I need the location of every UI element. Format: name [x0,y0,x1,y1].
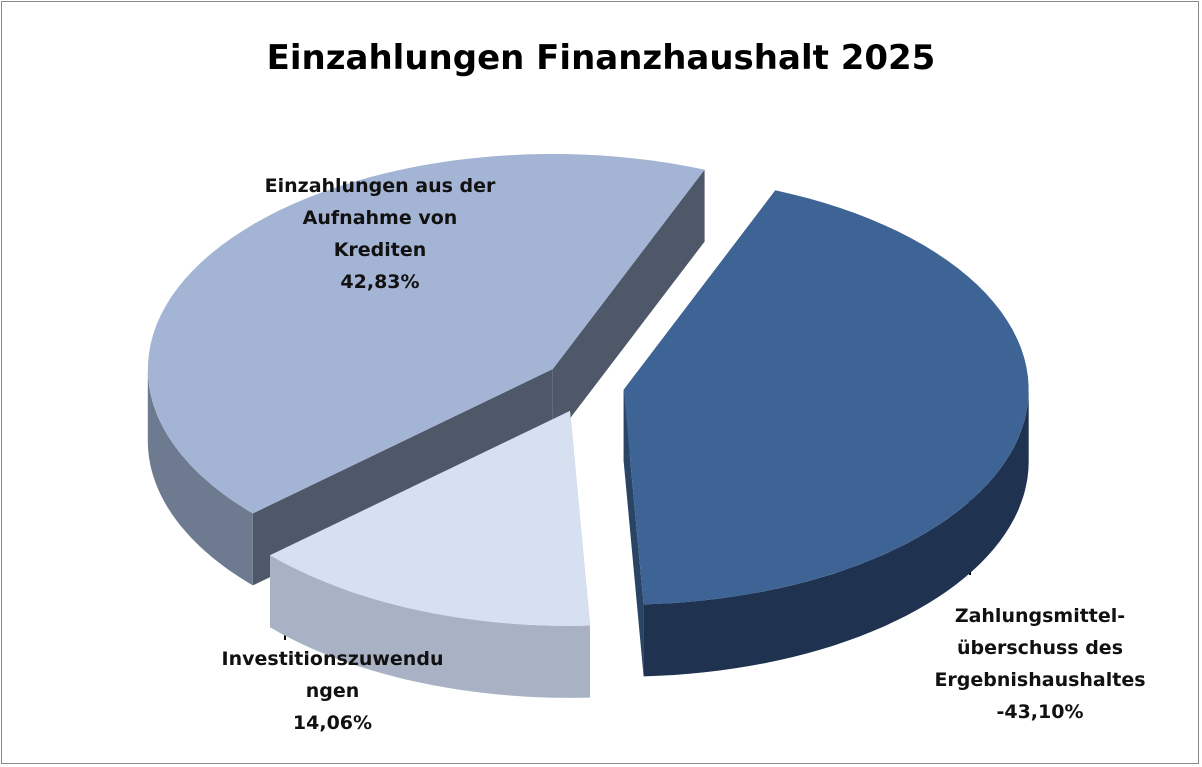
slice [623,190,1029,605]
chart-title: Einzahlungen Finanzhaushalt 2025 [266,38,936,78]
slice-label: Einzahlungen aus der Aufnahme von Kredit… [264,175,496,261]
slice-rim [643,389,1029,677]
slice-side [552,169,705,441]
slice-rim [270,555,590,698]
value-label: 42,83% [340,271,420,293]
value-label: -43,10% [996,701,1084,723]
slice-side [623,389,644,677]
slice [270,410,590,626]
slice-label: Zahlungsmittel-überschuss des Ergebnisha… [934,605,1146,691]
value-label: 14,06% [292,712,373,734]
slice-rim [147,369,253,586]
slice [147,154,705,514]
slice-label: Investitionszuwendungen [221,648,444,702]
